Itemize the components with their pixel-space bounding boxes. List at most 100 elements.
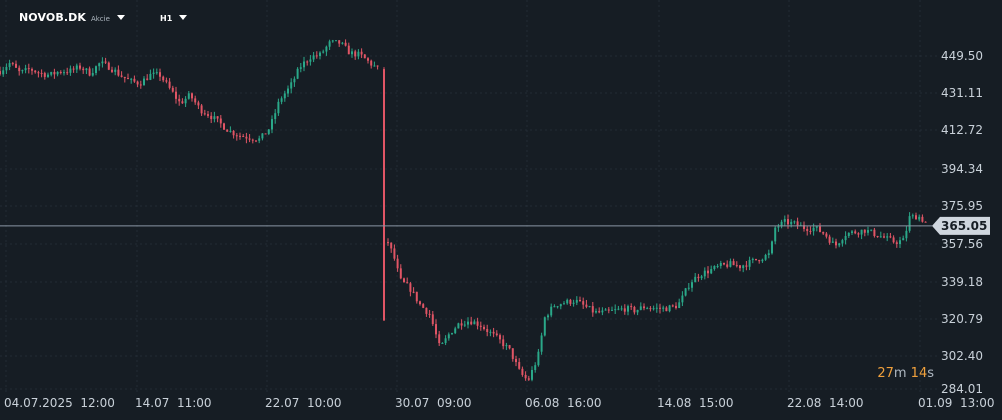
candle-body (203, 113, 206, 115)
candle-body (85, 68, 88, 71)
candle-body (91, 73, 94, 76)
candle-body (354, 51, 357, 57)
candle-body (155, 72, 158, 74)
candle-body (226, 129, 229, 132)
candle-body (393, 248, 396, 259)
candle-body (344, 42, 347, 46)
candle-body (146, 78, 149, 80)
countdown-seconds: 14 (910, 366, 928, 381)
candle-body (572, 302, 575, 304)
candle-body (197, 102, 200, 106)
candle-body (11, 63, 14, 65)
candle-body (111, 69, 113, 72)
candle-body (451, 333, 453, 335)
candle-body (419, 301, 421, 305)
candle-body (825, 233, 828, 237)
candle-body (293, 78, 296, 83)
candle-body (527, 378, 530, 380)
candle-body (409, 283, 412, 292)
y-tick-label: 449.50 (941, 49, 983, 63)
candle-body (636, 309, 639, 313)
candle-body (652, 308, 655, 310)
candle-body (841, 240, 844, 244)
x-tick-label: 04.07.2025 12:00 (4, 396, 115, 410)
candle-body (591, 306, 594, 313)
candle-body (550, 306, 553, 316)
candle-body (425, 307, 428, 314)
candle-body (723, 262, 725, 265)
candle-body (668, 305, 671, 312)
candle-body (88, 68, 91, 76)
candle-body (531, 370, 533, 380)
candle-body (566, 299, 569, 304)
candle-body (403, 278, 405, 283)
candle-body (745, 265, 748, 267)
candle-body (315, 55, 318, 57)
candle-body (72, 68, 75, 70)
candle-body (569, 299, 572, 304)
y-tick-label: 394.34 (941, 162, 983, 176)
candle-body (232, 130, 235, 136)
candle-body (492, 331, 495, 334)
candle-body (483, 326, 485, 330)
countdown-minutes-unit: m (893, 366, 907, 381)
candle-body (245, 136, 248, 139)
candle-body (370, 60, 373, 66)
candle-body (601, 310, 604, 313)
candle-body (703, 270, 706, 277)
candle-body (258, 138, 261, 141)
symbol-selector[interactable]: NOVOB.DK Akcie (19, 11, 125, 24)
candle-body (194, 98, 197, 103)
candle-body (511, 348, 514, 359)
current-price-label: 365.05 (941, 219, 987, 233)
candle-body (534, 365, 537, 371)
candle-body (675, 305, 677, 309)
candle-body (40, 72, 43, 74)
candle-body (595, 311, 597, 313)
candle-body (165, 80, 168, 82)
candle-body (325, 46, 328, 52)
candle-body (463, 324, 466, 326)
candle-body (95, 66, 97, 74)
candle-body (639, 306, 642, 310)
candle-body (777, 226, 780, 228)
timeframe-selector[interactable]: H1 (160, 11, 188, 23)
candle-body (694, 276, 697, 283)
candle-body (873, 229, 876, 236)
candle-body (713, 266, 716, 270)
candle-body (319, 52, 321, 57)
candle-body (66, 72, 69, 74)
candle-body (309, 59, 312, 62)
candle-body (479, 325, 482, 327)
candle-body (892, 237, 895, 243)
chevron-down-icon[interactable] (116, 15, 125, 20)
y-tick-label: 431.11 (941, 86, 983, 100)
current-price-tag (932, 216, 990, 235)
candle-body (467, 321, 469, 325)
candle-body (271, 119, 273, 130)
x-tick-label: 30.07 09:00 (395, 396, 472, 410)
candle-body (646, 308, 649, 310)
candle-body (582, 301, 585, 305)
candle-body (780, 221, 783, 227)
candle-body (37, 72, 40, 74)
candle-body (470, 321, 473, 325)
candle-body (499, 335, 501, 340)
candle-body (691, 282, 693, 288)
chevron-down-icon[interactable] (179, 14, 188, 20)
candle-body (367, 58, 369, 61)
candle-body (277, 101, 280, 114)
candle-body (328, 41, 331, 47)
candle-body (223, 123, 225, 130)
candle-body (24, 68, 27, 71)
candle-body (559, 304, 562, 307)
candle-body (117, 69, 120, 76)
y-tick-label: 284.01 (941, 382, 983, 396)
candle-body (822, 231, 825, 234)
candle-body (790, 221, 793, 225)
candle-body (902, 238, 905, 241)
candle-body (678, 302, 681, 309)
candle-body (229, 130, 232, 132)
